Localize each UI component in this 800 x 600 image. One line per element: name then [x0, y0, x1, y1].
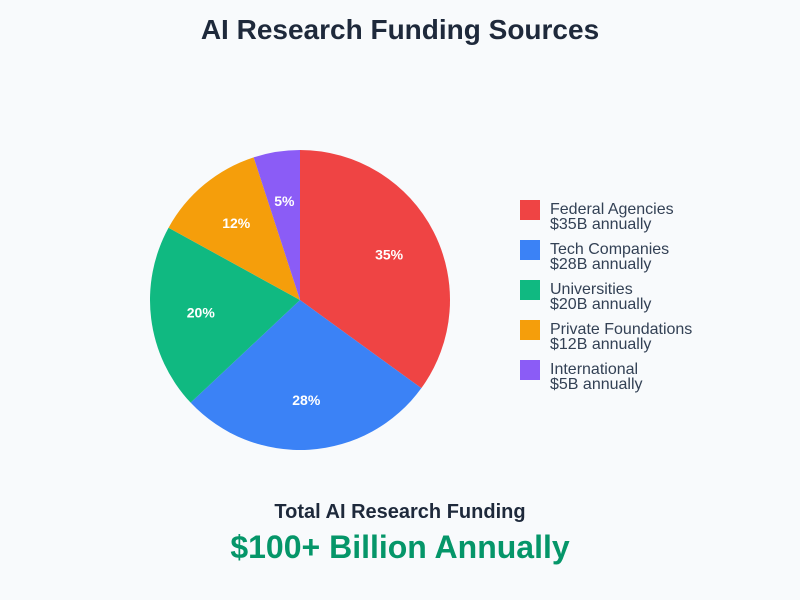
total-label: Total AI Research Funding	[274, 501, 526, 523]
chart-title: AI Research Funding Sources	[200, 14, 600, 45]
legend-swatch	[520, 240, 540, 260]
legend-amount: $12B annually	[550, 336, 652, 353]
slice-label-international: 5%	[274, 193, 295, 209]
slice-label-federal-agencies: 35%	[375, 247, 404, 263]
pie-slice-universities	[150, 227, 300, 403]
legend-name: International	[550, 361, 639, 378]
legend-swatch	[520, 280, 540, 300]
legend-amount: $28B annually	[550, 256, 652, 273]
slice-label-tech-companies: 28%	[292, 392, 321, 408]
legend-amount: $35B annually	[550, 216, 652, 233]
legend-name: Private Foundations	[550, 321, 693, 338]
pie-slice-international	[253, 150, 300, 300]
total-value: $100+ Billion Annually	[230, 529, 570, 565]
pie-slice-private-foundations	[168, 157, 300, 300]
legend-swatch	[520, 360, 540, 380]
legend-amount: $5B annually	[550, 376, 643, 393]
pie-slice-federal-agencies	[300, 150, 450, 389]
slice-label-private-foundations: 12%	[222, 215, 251, 231]
legend-swatch	[520, 200, 540, 220]
pie-slice-tech-companies	[190, 300, 422, 450]
legend-name: Universities	[550, 281, 633, 298]
slice-label-universities: 20%	[187, 305, 216, 321]
legend-swatch	[520, 320, 540, 340]
legend-amount: $20B annually	[550, 296, 652, 313]
legend-name: Tech Companies	[550, 241, 670, 258]
legend-name: Federal Agencies	[550, 201, 674, 218]
